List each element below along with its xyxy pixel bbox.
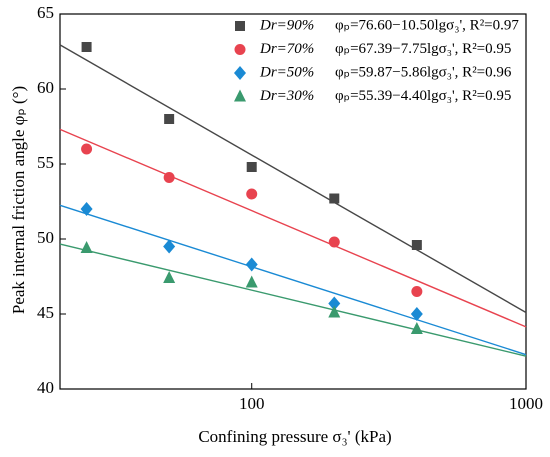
x-axis-title: Confining pressure σ₃' (kPa) — [198, 427, 391, 446]
y-tick-label: 40 — [37, 378, 54, 397]
legend-marker — [234, 66, 246, 80]
legend-marker — [234, 89, 246, 102]
point — [164, 114, 175, 124]
legend-name: Dr=70% — [259, 41, 314, 57]
point — [163, 239, 176, 254]
point — [328, 305, 341, 318]
point — [163, 271, 176, 283]
legend-fit: φₚ=55.39−4.40lgσ₃', R²=0.95 — [335, 88, 511, 104]
fit-line — [59, 204, 527, 356]
point — [328, 236, 340, 248]
point — [81, 42, 92, 52]
point — [163, 172, 175, 183]
point — [410, 322, 423, 334]
y-tick-label: 60 — [37, 78, 54, 97]
y-tick-label: 55 — [37, 153, 54, 172]
point — [245, 257, 258, 272]
point — [329, 193, 340, 204]
y-tick-label: 50 — [37, 228, 54, 247]
point — [80, 202, 93, 216]
point — [80, 241, 93, 253]
fit-line — [59, 128, 527, 328]
legend-fit: φₚ=76.60−10.50lgσ₃', R²=0.97 — [335, 17, 519, 33]
y-axis-title: Peak internal friction angle φₚ (°) — [9, 86, 28, 314]
fit-line — [59, 243, 527, 357]
y-tick-label: 65 — [37, 3, 54, 22]
y-tick-label: 45 — [37, 303, 54, 322]
fit-line — [59, 44, 527, 314]
legend-name: Dr=90% — [259, 17, 314, 33]
point — [410, 307, 423, 321]
point — [328, 296, 341, 311]
point — [246, 188, 258, 200]
x-tick-label: 100 — [239, 394, 265, 413]
legend-name: Dr=50% — [259, 64, 314, 80]
legend-fit: φₚ=67.39−7.75lgσ₃', R²=0.95 — [335, 41, 511, 57]
legend-marker — [234, 44, 246, 55]
point — [245, 275, 258, 288]
x-tick-label: 1000 — [509, 394, 543, 413]
legend-fit: φₚ=59.87−5.86lgσ₃', R²=0.96 — [335, 64, 512, 80]
point — [81, 143, 93, 155]
point — [411, 286, 423, 297]
legend-marker — [235, 21, 245, 31]
point — [411, 240, 422, 250]
legend-name: Dr=30% — [259, 88, 314, 104]
plot-frame — [59, 13, 527, 390]
point — [246, 162, 257, 172]
